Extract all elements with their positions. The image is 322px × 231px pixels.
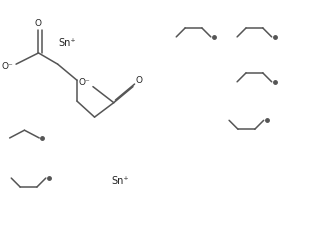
Text: O⁻: O⁻ [78,78,90,87]
Text: O: O [135,76,142,85]
Text: O⁻: O⁻ [1,62,13,71]
Text: Sn⁺: Sn⁺ [59,38,76,48]
Text: Sn⁺: Sn⁺ [111,176,129,186]
Text: O: O [34,19,41,28]
